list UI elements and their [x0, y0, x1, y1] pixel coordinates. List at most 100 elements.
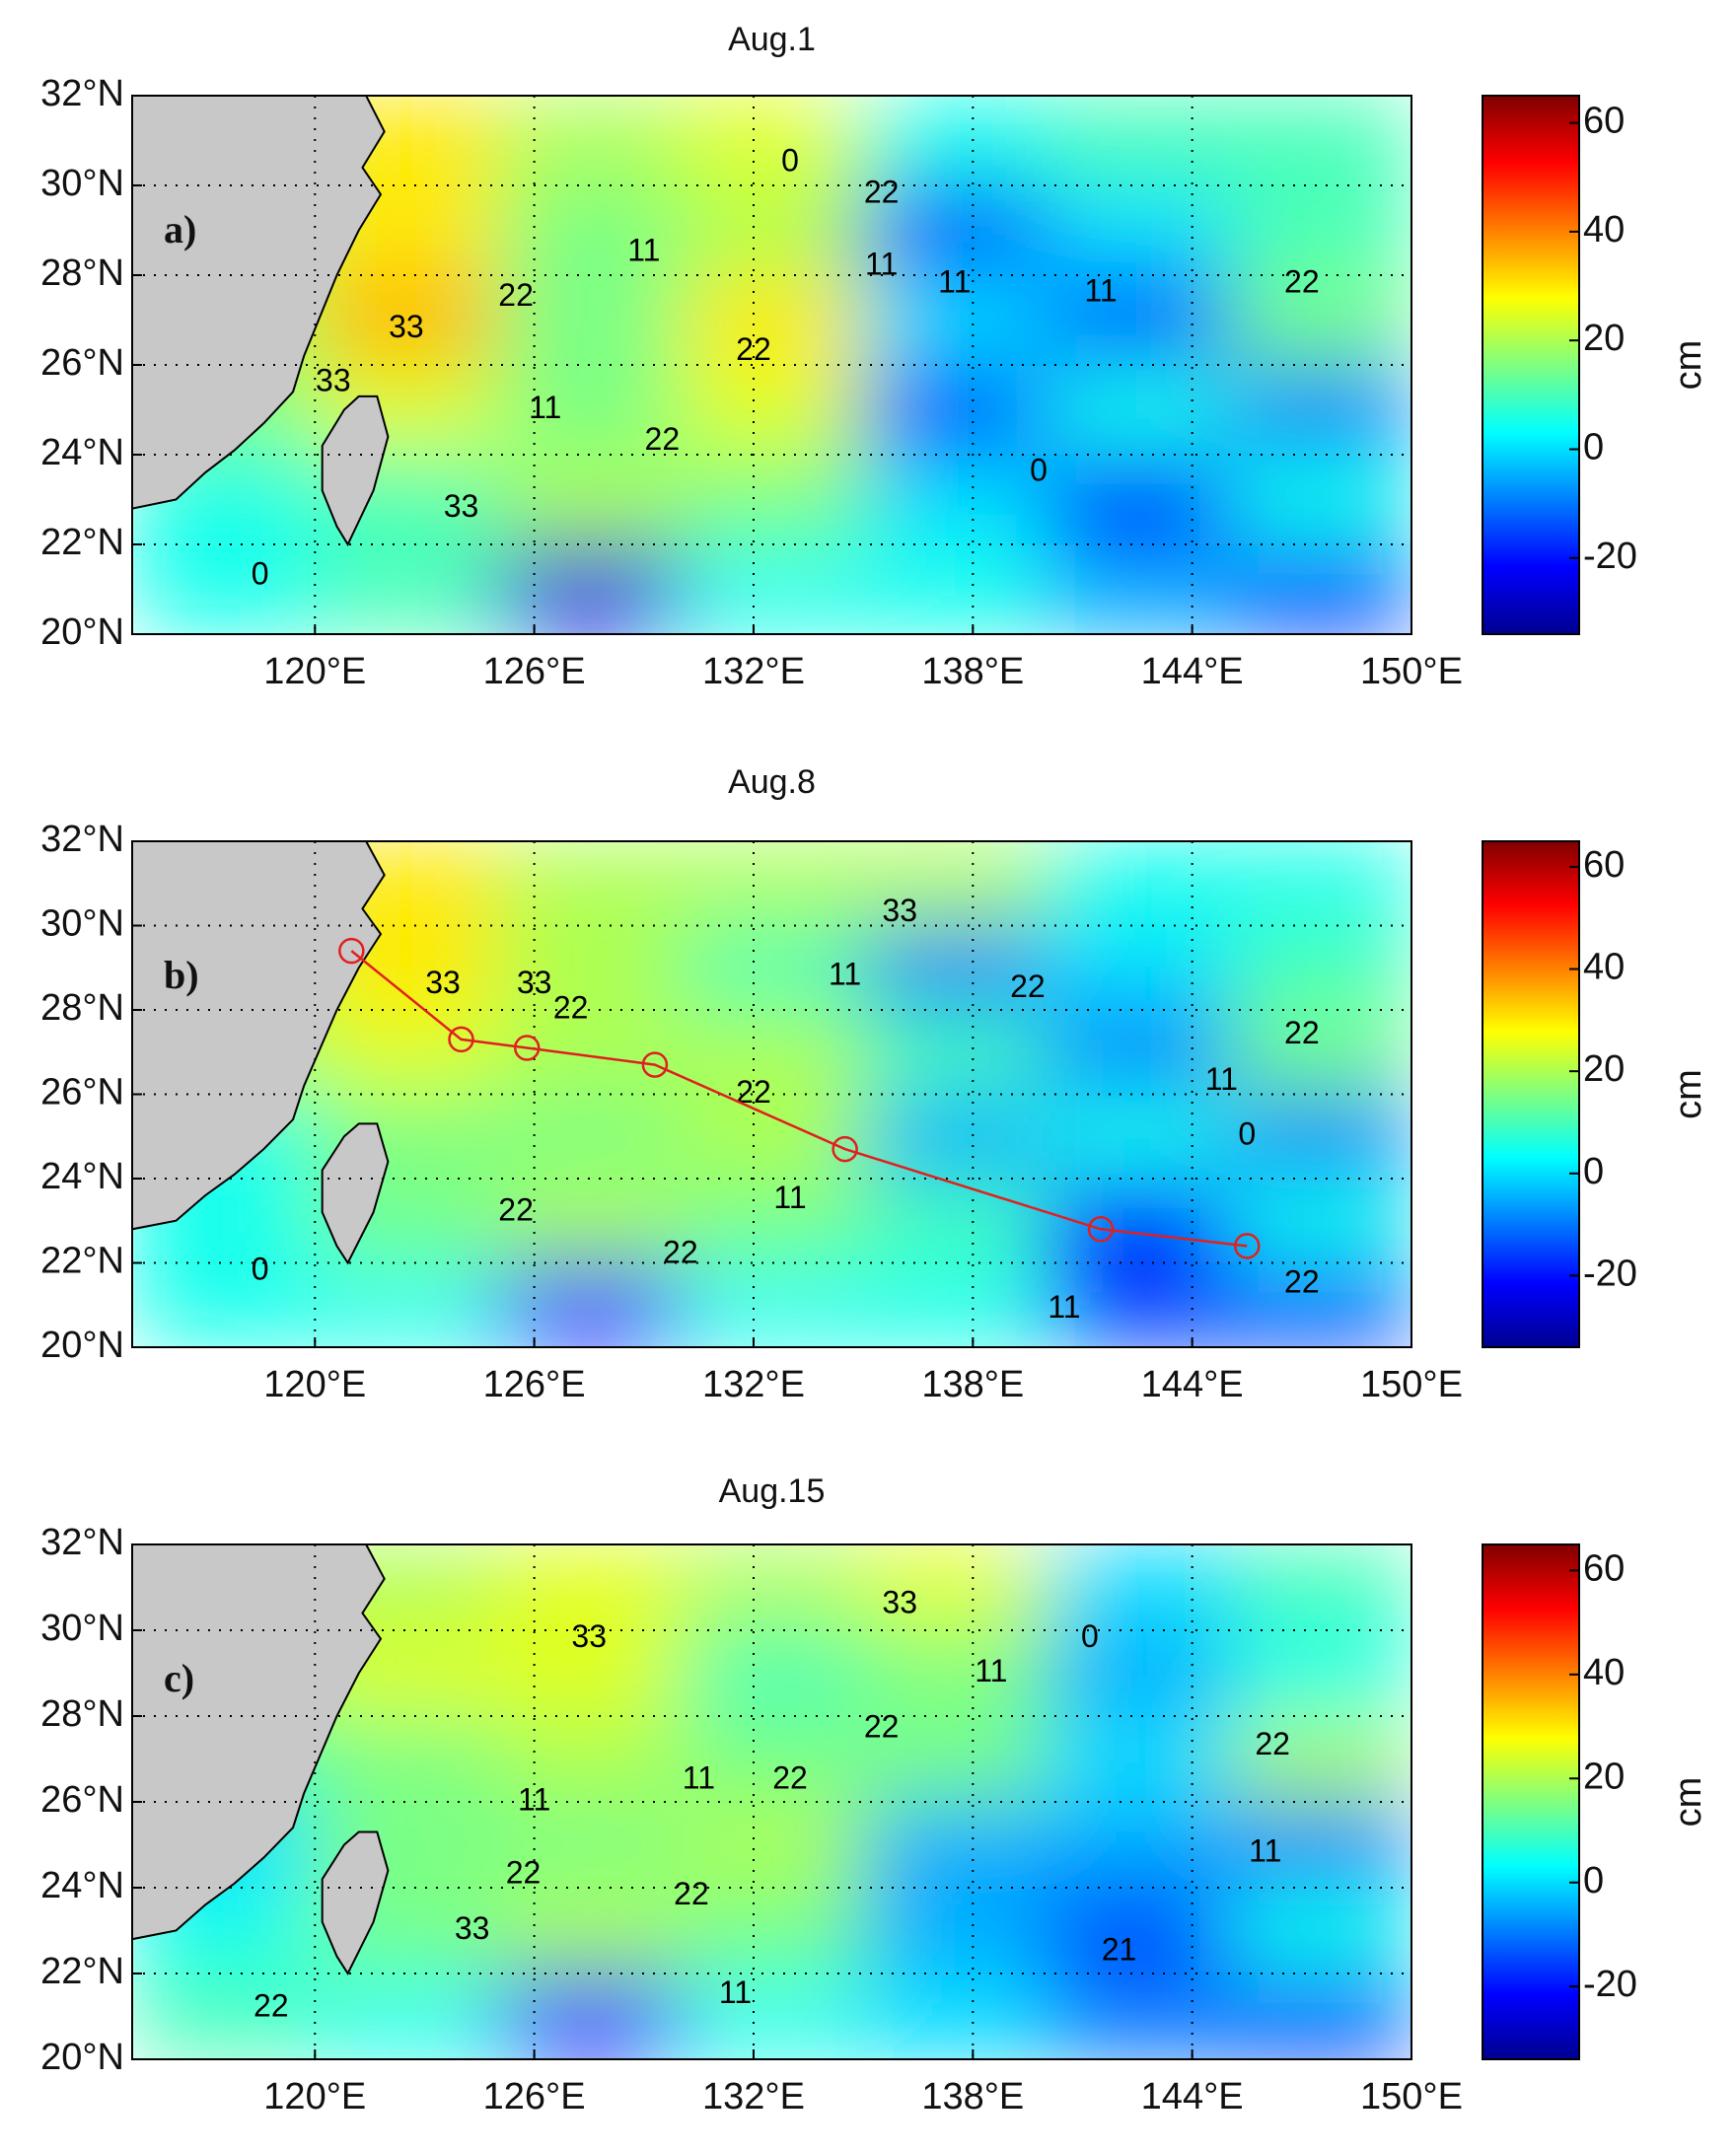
field-cell: [497, 1888, 681, 1973]
field-cell: [1046, 96, 1229, 185]
track-point: [513, 1035, 541, 1061]
track-point: [832, 1135, 858, 1163]
contour-label: 22: [1284, 264, 1320, 300]
field-cell: [863, 96, 1047, 185]
field-cell: [1046, 1262, 1229, 1347]
y-tick-label: 32°N: [40, 819, 124, 860]
contour-label: 22: [663, 1234, 698, 1269]
field-cell: [1228, 1010, 1411, 1095]
field-cell: [863, 1179, 1047, 1263]
track-point: [641, 1051, 669, 1078]
x-tick-label: 132°E: [702, 651, 805, 692]
field-cell: [497, 925, 681, 1010]
contour-label: 11: [975, 1653, 1007, 1688]
field-cell: [680, 1094, 864, 1179]
contour-label: 0: [252, 1252, 269, 1287]
field-cell: [497, 455, 681, 544]
field-cell: [315, 275, 498, 365]
field-cell: [680, 1544, 864, 1630]
field-cell: [132, 1262, 316, 1347]
field-cell: [497, 96, 681, 185]
field-cell: [863, 275, 1047, 365]
field-cell: [863, 1630, 1047, 1716]
colorbar-tick-label: -20: [1583, 1253, 1637, 1294]
contour-label: 22: [864, 175, 900, 210]
track-point: [448, 1026, 474, 1053]
contour-label: 21: [1102, 1932, 1137, 1968]
y-tick-label: 24°N: [40, 1865, 124, 1906]
field-cell: [863, 1262, 1047, 1347]
field-cell: [680, 925, 864, 1010]
x-tick-label: 120°E: [263, 651, 366, 692]
field-cell: [1046, 365, 1229, 455]
land: [321, 395, 390, 547]
panel-label: b): [164, 953, 199, 997]
x-tick-label: 126°E: [483, 2076, 586, 2117]
contour-label: 22: [1284, 1015, 1320, 1050]
field-cell: [863, 1544, 1047, 1630]
y-tick-label: 32°N: [40, 73, 124, 114]
y-tick-label: 30°N: [40, 1608, 124, 1649]
y-tick-label: 22°N: [40, 1241, 124, 1282]
colorbar-tick-label: 40: [1583, 947, 1625, 988]
colorbar-tick-label: 0: [1583, 1151, 1604, 1192]
contour-label: 22: [553, 989, 589, 1025]
contour-label: 11: [865, 246, 898, 281]
field-cell: [497, 365, 681, 455]
contour-label: 0: [1030, 453, 1048, 488]
y-tick-label: 30°N: [40, 163, 124, 204]
field-cell: [315, 1716, 498, 1802]
contour-label: 22: [506, 1854, 542, 1890]
field-cell: [497, 1179, 681, 1263]
field-cell: [680, 96, 864, 185]
plot-frame: [131, 840, 1412, 1348]
land: [321, 1122, 390, 1265]
contour-label: 22: [1010, 968, 1046, 1004]
field-cell: [497, 1544, 681, 1630]
contour-label: 11: [829, 956, 861, 991]
field-cell: [680, 1888, 864, 1973]
field-cell: [863, 1802, 1047, 1888]
colorbar: [1482, 95, 1580, 635]
x-tick-label: 120°E: [263, 1364, 366, 1405]
field-cell: [1046, 1802, 1229, 1888]
field-cell: [680, 1973, 864, 2059]
field-cell: [1228, 1094, 1411, 1179]
field-cell: [1228, 1544, 1411, 1630]
field-cell: [1228, 1179, 1411, 1263]
field-cell: [1228, 455, 1411, 544]
field-cell: [680, 185, 864, 275]
colorbar-tick-label: 20: [1583, 1756, 1625, 1797]
plot-frame: [131, 95, 1412, 635]
field-cell: [497, 544, 681, 634]
y-tick-label: 24°N: [40, 432, 124, 473]
field-cell: [863, 365, 1047, 455]
contour-label: 11: [529, 390, 561, 425]
contour-label: 22: [1284, 1263, 1320, 1299]
field-cell: [1228, 1716, 1411, 1802]
y-tick-label: 28°N: [40, 252, 124, 294]
field-cell: [680, 1262, 864, 1347]
land: [132, 841, 386, 1231]
y-tick-label: 20°N: [40, 1325, 124, 1366]
contour-label: 22: [772, 1760, 808, 1796]
field-cell: [1228, 1973, 1411, 2059]
colorbar-tick-label: 60: [1583, 1547, 1625, 1589]
field-cell: [863, 185, 1047, 275]
contour-label: 22: [674, 1876, 709, 1911]
field-cell: [497, 841, 681, 926]
contour-label: 22: [736, 331, 771, 367]
field-cell: [1046, 841, 1229, 926]
field-cell: [863, 1888, 1047, 1973]
contour-label: 33: [444, 488, 479, 524]
field-cell: [315, 1973, 498, 2059]
field-cell: [1228, 185, 1411, 275]
contour-label: 33: [389, 309, 424, 344]
field-cell: [132, 1973, 316, 2059]
panel: Aug.15 33 33 22 22 22 33 22 11 11 11 0 22 11 11 21 22 120…: [40, 1472, 1709, 2117]
contour-label: 33: [316, 363, 351, 398]
contour-label: 33: [571, 1618, 607, 1654]
x-tick-label: 132°E: [702, 1364, 805, 1405]
